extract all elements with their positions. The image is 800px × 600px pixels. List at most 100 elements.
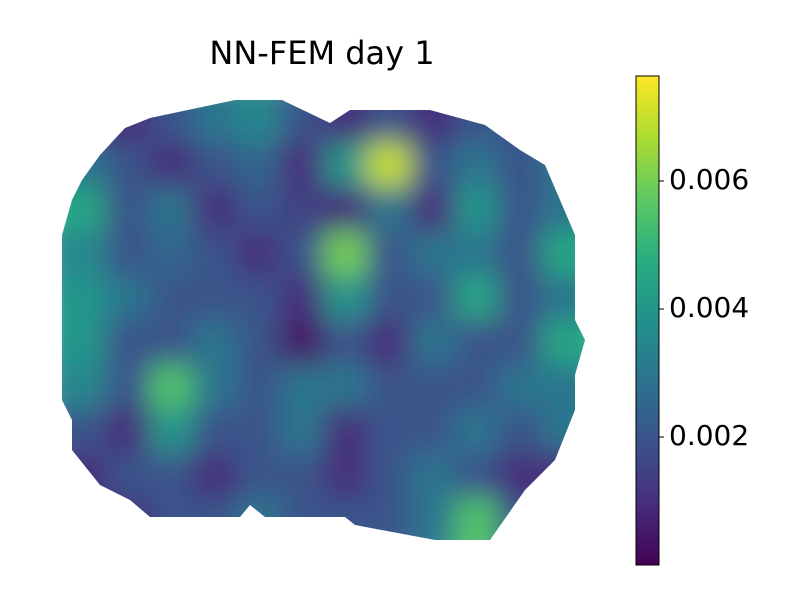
field-cell xyxy=(541,453,585,499)
field-clip xyxy=(62,100,585,540)
field-cell xyxy=(279,231,324,277)
field-cell xyxy=(236,231,281,277)
field-cell xyxy=(105,100,150,143)
field-cell xyxy=(236,142,281,188)
field-cell xyxy=(62,275,107,321)
field-cell xyxy=(236,100,281,143)
field-cell xyxy=(279,186,324,232)
field-cell xyxy=(192,408,237,454)
field-cell xyxy=(367,186,412,232)
field-cell xyxy=(497,364,542,410)
field-cell xyxy=(367,408,412,454)
field-cell xyxy=(149,186,194,232)
field-cell xyxy=(410,231,455,277)
field-cell xyxy=(454,364,499,410)
field-cell xyxy=(410,275,455,321)
field-cell xyxy=(279,453,324,499)
field-cell xyxy=(410,186,455,232)
field-cell xyxy=(192,364,237,410)
field-cell xyxy=(149,275,194,321)
field-cell xyxy=(497,142,542,188)
field-cell xyxy=(236,453,281,499)
field-cell xyxy=(454,186,499,232)
field-cell xyxy=(149,142,194,188)
field-cell xyxy=(236,320,281,365)
field xyxy=(62,100,585,540)
field-cell xyxy=(62,100,107,143)
field-cell xyxy=(105,142,150,188)
field-cell xyxy=(62,497,107,540)
field-cell xyxy=(279,364,324,410)
field-cell xyxy=(454,275,499,321)
field-cell xyxy=(497,497,542,540)
field-cell xyxy=(62,364,107,410)
colorbar xyxy=(635,75,660,566)
field-cell xyxy=(62,320,107,365)
chart-title: NN-FEM day 1 xyxy=(209,34,434,72)
field-cell xyxy=(541,364,585,410)
field-cell xyxy=(410,453,455,499)
field-cell xyxy=(149,364,194,410)
field-cell xyxy=(323,142,368,188)
field-cell xyxy=(541,275,585,321)
field-cell xyxy=(541,408,585,454)
field-cell xyxy=(323,100,368,143)
field-cell xyxy=(454,100,499,143)
field-cell xyxy=(105,320,150,365)
field-cell xyxy=(497,100,542,143)
field-cell xyxy=(236,408,281,454)
field-cell xyxy=(279,497,324,540)
field-cell xyxy=(323,320,368,365)
colorbar-tick-label: 0.004 xyxy=(669,291,749,324)
field-cell xyxy=(541,100,585,143)
field-cell xyxy=(279,408,324,454)
field-cell xyxy=(454,320,499,365)
field-cell xyxy=(192,142,237,188)
field-cell xyxy=(236,497,281,540)
field-cell xyxy=(541,142,585,188)
field-cell xyxy=(236,364,281,410)
field-cell xyxy=(149,408,194,454)
field-cell xyxy=(367,231,412,277)
field-cell xyxy=(410,100,455,143)
field-cell xyxy=(323,275,368,321)
field-cell xyxy=(410,497,455,540)
field-cell xyxy=(105,275,150,321)
field-cell xyxy=(367,275,412,321)
field-cell xyxy=(410,320,455,365)
field-cell xyxy=(105,453,150,499)
field-cell xyxy=(454,231,499,277)
field-cell xyxy=(497,453,542,499)
field-cell xyxy=(192,320,237,365)
field-cell xyxy=(279,320,324,365)
field-cell xyxy=(105,186,150,232)
field-cell xyxy=(192,231,237,277)
field-cell xyxy=(279,275,324,321)
field-cell xyxy=(367,364,412,410)
field-cell xyxy=(192,275,237,321)
field-cell xyxy=(541,231,585,277)
field-cell xyxy=(149,100,194,143)
field-cell xyxy=(497,408,542,454)
field-cell xyxy=(541,320,585,365)
colorbar-tick-label: 0.002 xyxy=(669,419,749,452)
field-cell xyxy=(192,497,237,540)
field-cell xyxy=(367,497,412,540)
field-cell xyxy=(497,186,542,232)
field-cell xyxy=(62,408,107,454)
field-cell xyxy=(192,186,237,232)
field-cell xyxy=(192,453,237,499)
field-cell xyxy=(62,186,107,232)
field-cell xyxy=(454,142,499,188)
field-cell xyxy=(323,231,368,277)
field-cell xyxy=(149,320,194,365)
field-cell xyxy=(149,453,194,499)
colorbar-ticks: 0.002 0.004 0.006 xyxy=(659,163,749,452)
field-cell xyxy=(62,142,107,188)
field-cell xyxy=(149,497,194,540)
field-cell xyxy=(105,231,150,277)
field-cell xyxy=(410,364,455,410)
field-cell xyxy=(497,275,542,321)
field-cell xyxy=(236,186,281,232)
field-cell xyxy=(105,497,150,540)
